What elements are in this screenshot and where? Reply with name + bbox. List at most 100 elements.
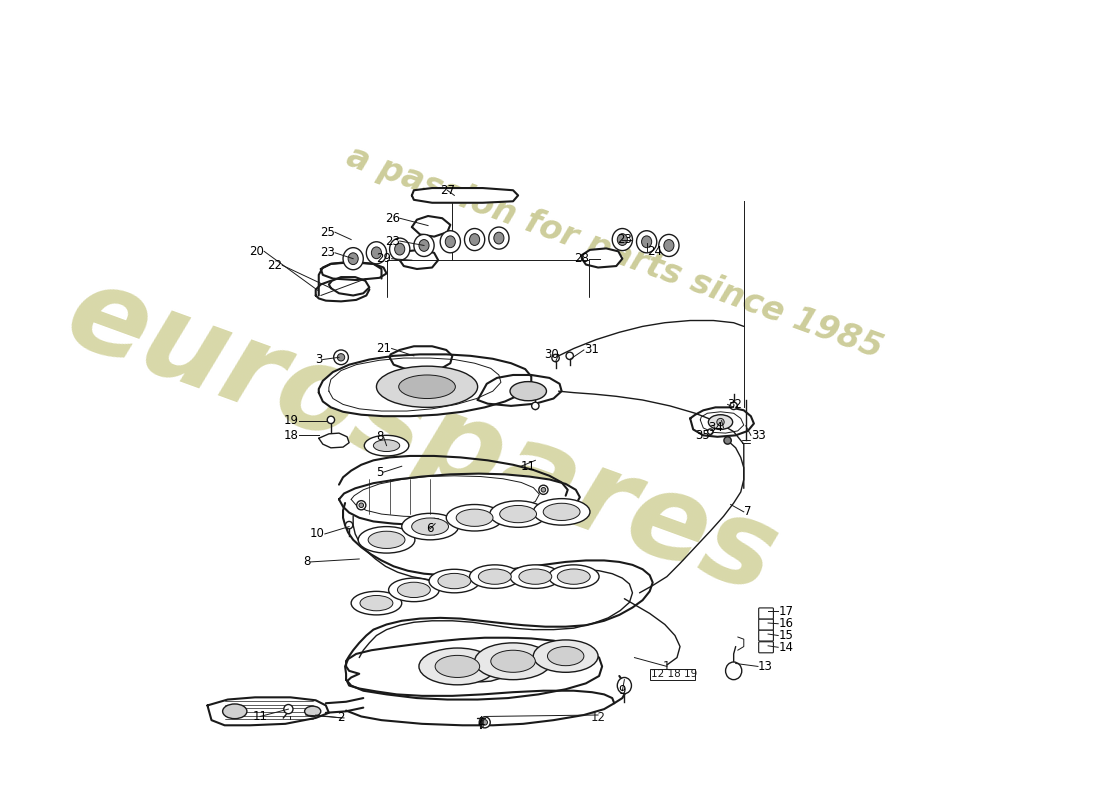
Polygon shape [582, 248, 623, 267]
Ellipse shape [659, 234, 679, 257]
Polygon shape [462, 654, 518, 682]
Text: 18: 18 [284, 429, 298, 442]
Ellipse shape [470, 565, 520, 589]
Circle shape [566, 352, 573, 359]
FancyBboxPatch shape [759, 608, 773, 619]
Ellipse shape [398, 375, 455, 398]
Ellipse shape [446, 236, 455, 248]
Ellipse shape [617, 678, 631, 694]
Ellipse shape [534, 640, 598, 672]
Text: 12: 12 [591, 711, 606, 725]
Text: 31: 31 [584, 343, 598, 357]
Text: 19: 19 [284, 414, 298, 427]
Ellipse shape [549, 565, 600, 589]
Circle shape [356, 501, 366, 510]
Polygon shape [319, 354, 531, 416]
Text: 34: 34 [708, 422, 724, 434]
Text: 9: 9 [618, 684, 626, 698]
Ellipse shape [708, 414, 733, 430]
Ellipse shape [474, 643, 551, 680]
Circle shape [345, 522, 353, 529]
Ellipse shape [402, 514, 459, 540]
Ellipse shape [558, 569, 591, 584]
Text: 24: 24 [647, 245, 661, 258]
Ellipse shape [389, 238, 410, 260]
Polygon shape [208, 698, 329, 726]
Ellipse shape [360, 595, 393, 610]
Ellipse shape [478, 569, 512, 584]
Ellipse shape [419, 239, 429, 251]
Ellipse shape [376, 366, 477, 407]
Text: 25: 25 [320, 226, 334, 238]
Ellipse shape [491, 650, 536, 672]
Ellipse shape [534, 498, 590, 525]
Ellipse shape [613, 229, 632, 250]
Ellipse shape [510, 382, 547, 401]
Ellipse shape [411, 518, 449, 535]
Ellipse shape [519, 569, 552, 584]
Bar [650, 669, 695, 680]
Text: 16: 16 [778, 618, 793, 630]
Text: 17: 17 [778, 605, 793, 618]
Text: 20: 20 [250, 245, 264, 258]
Ellipse shape [490, 501, 547, 527]
Text: 14: 14 [778, 641, 793, 654]
Ellipse shape [366, 242, 386, 264]
Ellipse shape [373, 440, 399, 451]
Circle shape [730, 402, 737, 410]
Text: 12 18 19: 12 18 19 [651, 669, 697, 678]
Text: 8: 8 [376, 430, 384, 443]
Ellipse shape [414, 234, 435, 257]
Ellipse shape [663, 239, 674, 251]
Text: 2: 2 [338, 711, 344, 725]
Polygon shape [345, 638, 602, 699]
Circle shape [338, 354, 344, 361]
Text: 35: 35 [695, 429, 711, 442]
Text: 23: 23 [385, 234, 399, 247]
Ellipse shape [543, 503, 580, 521]
Text: 13: 13 [758, 660, 773, 673]
Ellipse shape [726, 662, 741, 680]
Ellipse shape [397, 582, 430, 598]
Text: 33: 33 [751, 429, 766, 442]
Polygon shape [411, 188, 518, 202]
Circle shape [482, 719, 487, 725]
Polygon shape [316, 280, 370, 302]
Circle shape [724, 437, 732, 444]
Text: 5: 5 [376, 466, 384, 478]
Ellipse shape [305, 706, 321, 717]
Ellipse shape [429, 570, 480, 593]
Text: 8: 8 [304, 555, 310, 569]
Polygon shape [411, 216, 450, 237]
Circle shape [480, 717, 491, 728]
Ellipse shape [343, 248, 363, 270]
FancyBboxPatch shape [759, 642, 773, 653]
Ellipse shape [447, 505, 503, 531]
Text: 1: 1 [663, 660, 671, 673]
Ellipse shape [494, 232, 504, 244]
Circle shape [717, 418, 724, 426]
Ellipse shape [499, 506, 537, 522]
Text: 29: 29 [376, 252, 392, 265]
Ellipse shape [348, 253, 359, 265]
Ellipse shape [395, 243, 405, 255]
Text: eurospares: eurospares [52, 255, 792, 618]
Circle shape [284, 705, 293, 714]
Text: 22: 22 [267, 259, 283, 272]
Polygon shape [319, 433, 349, 448]
Circle shape [359, 503, 364, 507]
Text: 6: 6 [427, 522, 433, 535]
Circle shape [541, 487, 546, 492]
FancyBboxPatch shape [759, 630, 773, 641]
Text: a passion for parts since 1985: a passion for parts since 1985 [342, 140, 887, 366]
Ellipse shape [641, 236, 651, 248]
Ellipse shape [617, 234, 627, 246]
Text: 7: 7 [744, 506, 751, 518]
Text: 27: 27 [440, 184, 454, 197]
Circle shape [539, 485, 548, 494]
Text: 26: 26 [385, 212, 399, 225]
Polygon shape [690, 407, 754, 437]
Ellipse shape [548, 646, 584, 666]
Polygon shape [477, 375, 562, 406]
Ellipse shape [464, 229, 485, 250]
